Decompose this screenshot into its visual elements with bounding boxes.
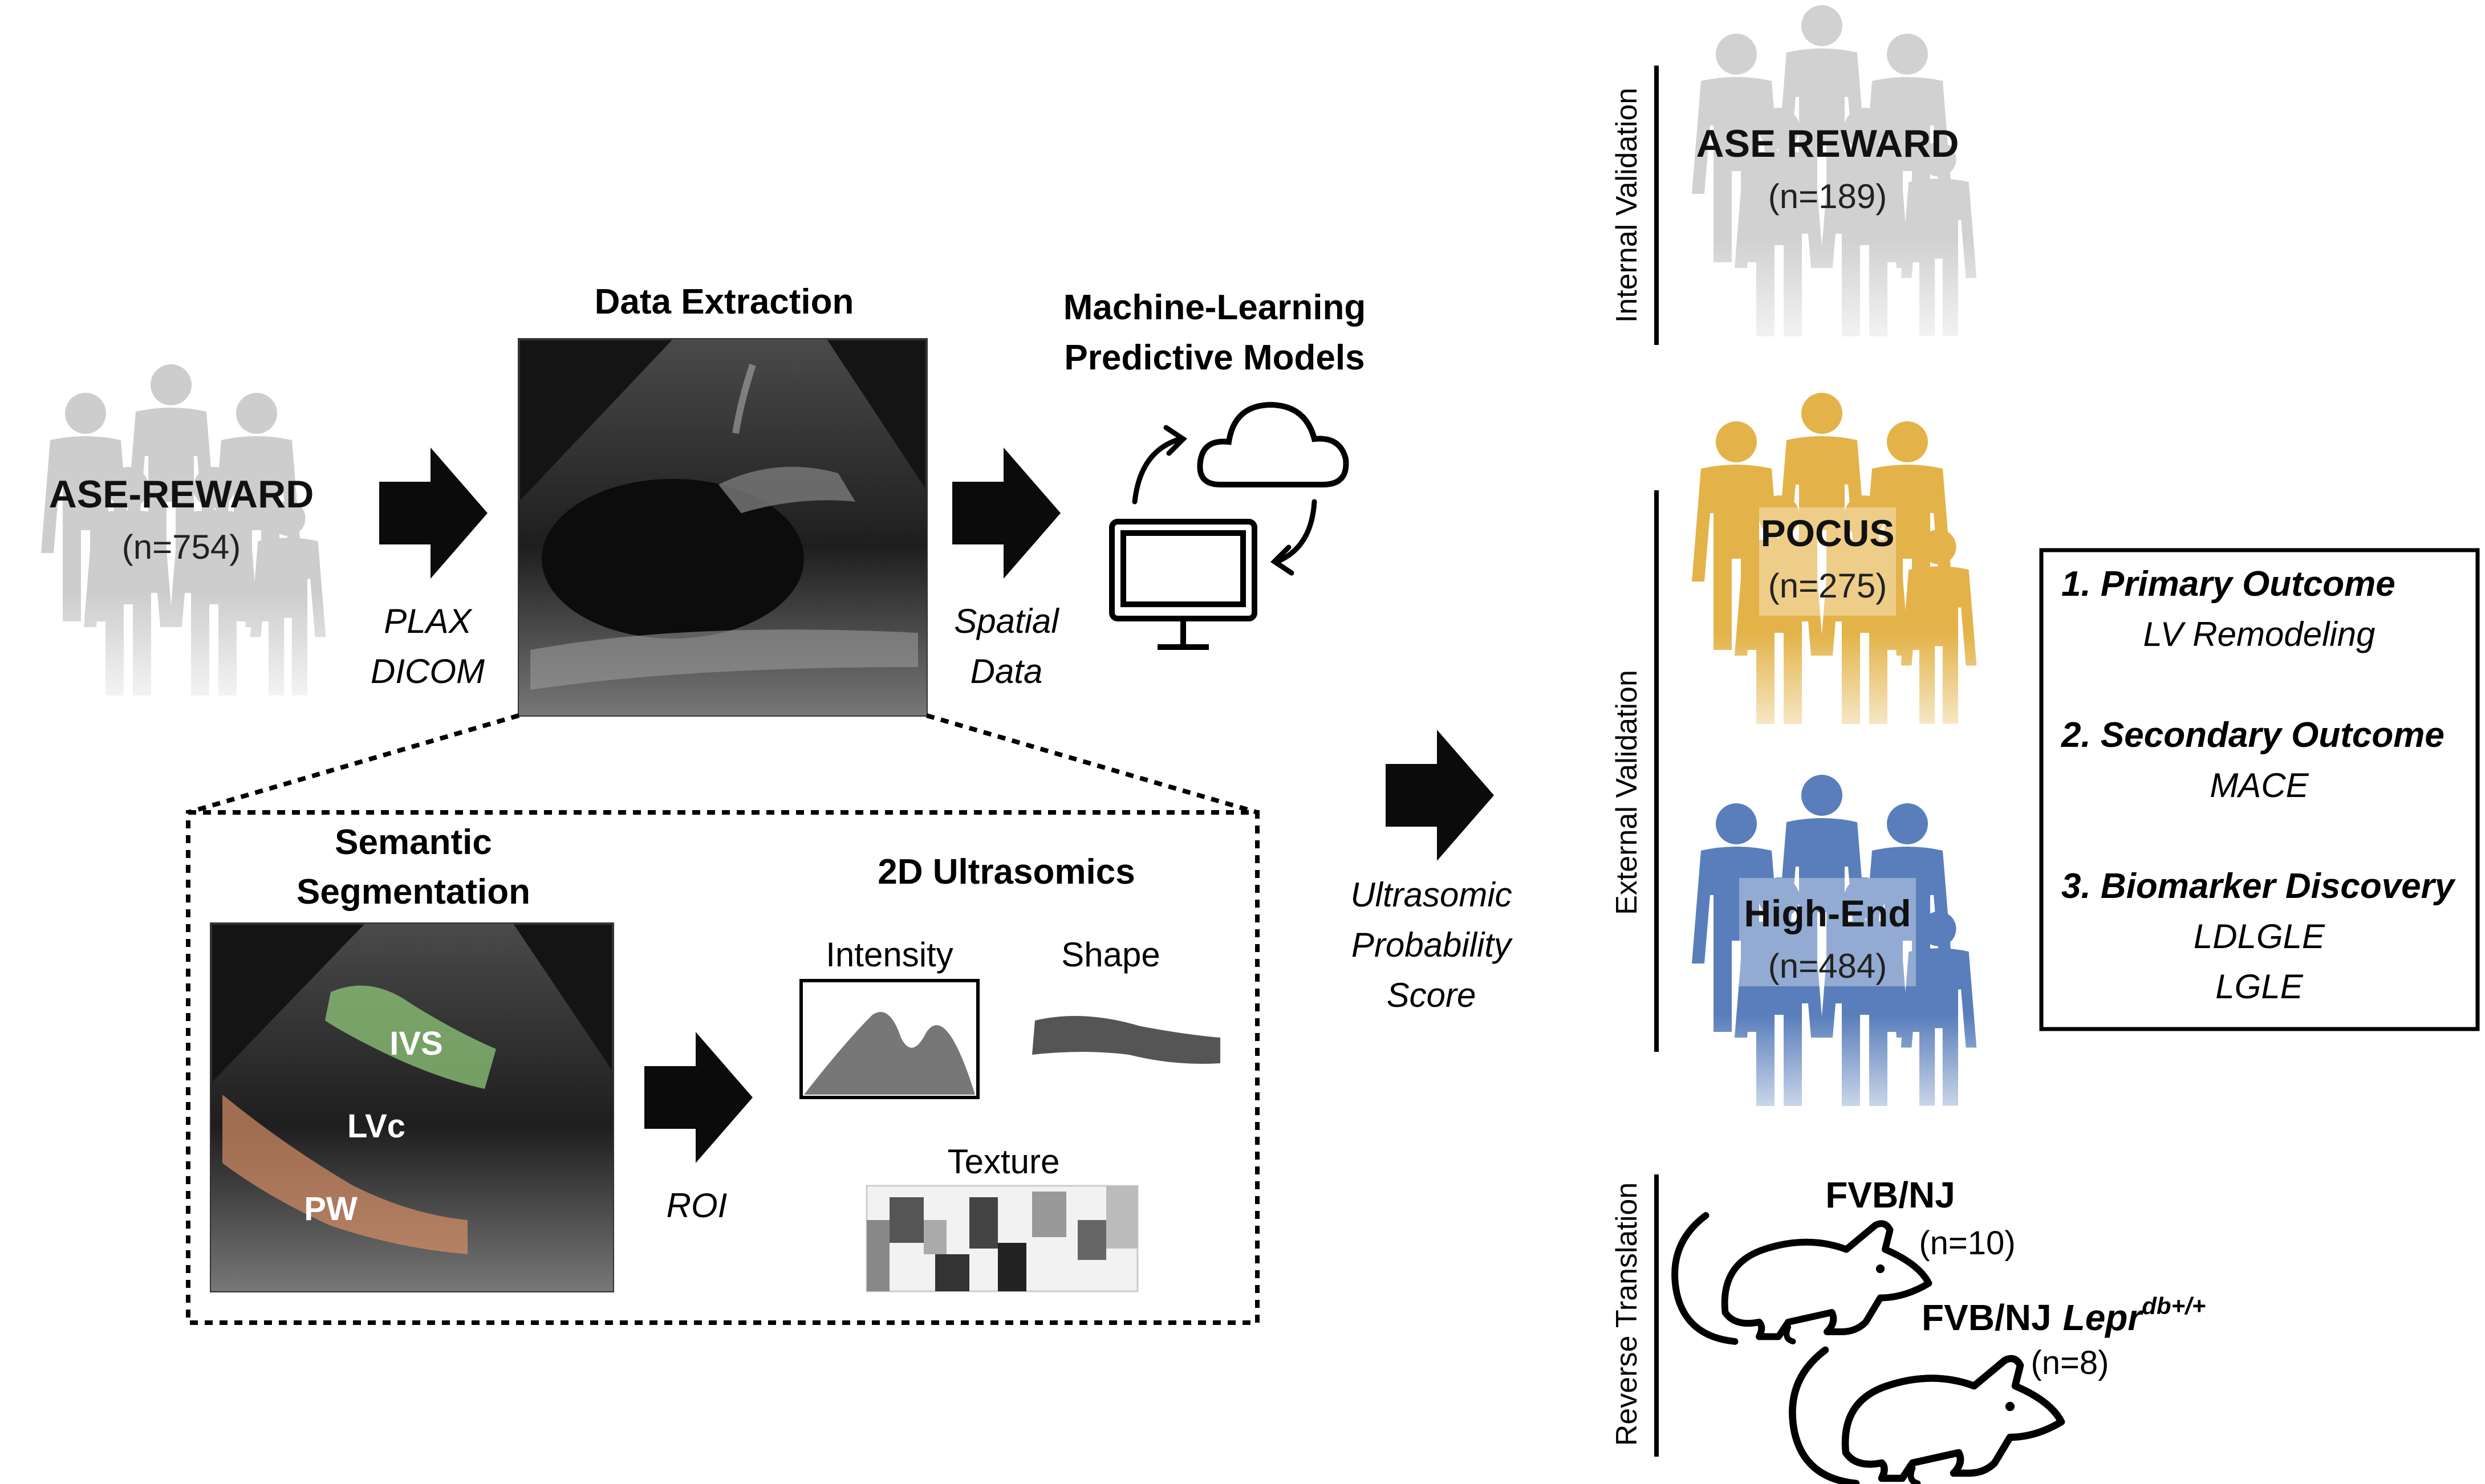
left-cohort-name: ASE-REWARD [49, 473, 314, 516]
score-label-line1: Ultrasomic [1350, 876, 1512, 914]
texture-label: Texture [948, 1143, 1060, 1181]
intensity-label: Intensity [826, 936, 953, 974]
biomarker-title: 3. Biomarker Discovery [2061, 867, 2456, 906]
mouse2-name: FVB/NJ [1922, 1297, 2052, 1338]
intensity-histogram [799, 979, 980, 1099]
shape-silhouette [1032, 1016, 1220, 1064]
external-validation-label: External Validation [1610, 670, 1643, 915]
arrow-right-icon-1 [379, 448, 488, 579]
internal-cohort-name: ASE REWARD [1696, 122, 1959, 165]
left-cohort: ASE-REWARD (n=754) [23, 364, 342, 707]
ml-title-line1: Machine-Learning [1063, 288, 1366, 327]
echo-image [518, 338, 928, 717]
biomarker-value-2: LGLE [2215, 967, 2303, 1006]
segmentation-title-line1: Semantic [335, 823, 492, 862]
internal-cohort-n: (n=189) [1768, 177, 1887, 216]
arrow-right-icon-2 [952, 448, 1061, 579]
mouse2-label: FVB/NJ Leprdb+/+ [1922, 1292, 2206, 1338]
internal-cohort: ASE REWARD (n=189) [1688, 5, 2007, 353]
primary-outcome-value: LV Remodeling [2143, 615, 2376, 653]
mouse-icon-1 [1675, 1215, 1928, 1341]
highend-cohort: High-End (n=484) [1688, 775, 2007, 1129]
highend-name: High-End [1744, 892, 1911, 934]
mouse2-sup: db+/+ [2142, 1292, 2206, 1319]
highend-n: (n=484) [1768, 947, 1887, 985]
arrow-right-icon-roi [644, 1032, 753, 1163]
ultrasomics-title: 2D Ultrasomics [878, 852, 1135, 892]
texture-cube [866, 1185, 1139, 1292]
monitor-icon [1109, 519, 1257, 650]
pocus-cohort: POCUS (n=275) [1688, 393, 2007, 747]
left-cohort-n: (n=754) [122, 528, 241, 566]
seg-label-pw: PW [304, 1190, 358, 1227]
outcomes-box: 1. Primary Outcome LV Remodeling 2. Seco… [2039, 548, 2480, 1031]
score-label-line3: Score [1387, 976, 1476, 1014]
pocus-n: (n=275) [1768, 567, 1887, 605]
ml-title-line2: Predictive Models [1064, 338, 1365, 377]
secondary-outcome-value: MACE [2210, 766, 2309, 804]
biomarker-value-1: LDLGLE [2194, 917, 2325, 956]
score-label-line2: Probability [1351, 926, 1513, 964]
arrow1-label-line1: PLAX [384, 602, 472, 640]
segmented-echo-image: IVS LVc PW [210, 922, 614, 1292]
shape-label: Shape [1061, 936, 1160, 974]
cycle-arrows-icon [1132, 425, 1317, 576]
primary-outcome-title: 1. Primary Outcome [2061, 564, 2395, 604]
mouse1-name: FVB/NJ [1825, 1174, 1955, 1215]
cloud-icon [1197, 401, 1349, 487]
pocus-name: POCUS [1761, 512, 1895, 554]
segmentation-title-line2: Segmentation [297, 872, 530, 912]
arrow1-label-line2: DICOM [371, 652, 485, 690]
roi-label: ROI [667, 1186, 728, 1225]
mouse2-gene: Lepr [2063, 1297, 2144, 1338]
arrow-right-icon-score [1386, 730, 1494, 861]
segmentation-panel [186, 713, 1260, 1325]
arrow2-label-line1: Spatial [954, 602, 1059, 640]
data-extraction-title: Data Extraction [595, 282, 854, 322]
mouse2-n: (n=8) [2031, 1344, 2109, 1381]
mouse-icon-2 [1792, 1350, 2061, 1483]
internal-validation-label: Internal Validation [1610, 88, 1643, 323]
secondary-outcome-title: 2. Secondary Outcome [2061, 715, 2445, 755]
seg-label-lvc: LVc [347, 1108, 405, 1145]
seg-label-ivs: IVS [389, 1025, 443, 1062]
reverse-translation-label: Reverse Translation [1610, 1182, 1643, 1446]
mouse1-n: (n=10) [1919, 1225, 2015, 1262]
arrow2-label-line2: Data [971, 652, 1043, 690]
